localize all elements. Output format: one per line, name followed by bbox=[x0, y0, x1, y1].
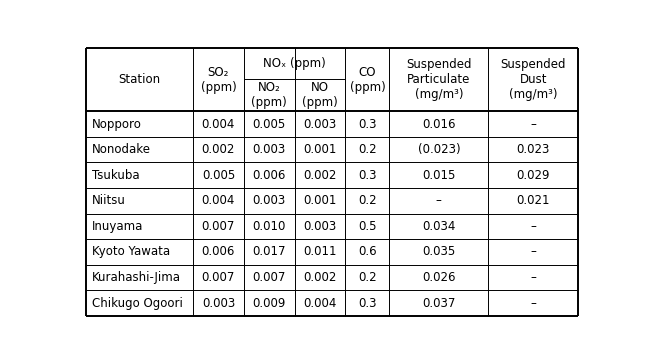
Text: 0.003: 0.003 bbox=[202, 296, 235, 310]
Text: Niitsu: Niitsu bbox=[92, 194, 126, 207]
Text: Kurahashi-Jima: Kurahashi-Jima bbox=[92, 271, 181, 284]
Text: CO
(ppm): CO (ppm) bbox=[349, 66, 386, 94]
Text: 0.026: 0.026 bbox=[422, 271, 456, 284]
Text: 0.005: 0.005 bbox=[202, 169, 235, 182]
Text: 0.035: 0.035 bbox=[422, 246, 456, 258]
Text: 0.2: 0.2 bbox=[358, 143, 376, 156]
Text: –: – bbox=[530, 220, 536, 233]
Text: 0.003: 0.003 bbox=[303, 117, 337, 131]
Text: Nopporo: Nopporo bbox=[92, 117, 142, 131]
Text: 0.003: 0.003 bbox=[303, 220, 337, 233]
Text: NOₓ (ppm): NOₓ (ppm) bbox=[263, 57, 326, 70]
Text: 0.007: 0.007 bbox=[202, 220, 235, 233]
Text: 0.007: 0.007 bbox=[253, 271, 286, 284]
Text: 0.002: 0.002 bbox=[202, 143, 235, 156]
Text: 0.002: 0.002 bbox=[303, 271, 337, 284]
Text: 0.2: 0.2 bbox=[358, 194, 376, 207]
Text: –: – bbox=[530, 246, 536, 258]
Text: 0.004: 0.004 bbox=[303, 296, 337, 310]
Text: 0.2: 0.2 bbox=[358, 271, 376, 284]
Text: 0.017: 0.017 bbox=[253, 246, 286, 258]
Text: Suspended
Dust
(mg/m³): Suspended Dust (mg/m³) bbox=[500, 58, 566, 101]
Text: 0.001: 0.001 bbox=[303, 143, 337, 156]
Text: 0.009: 0.009 bbox=[253, 296, 286, 310]
Text: 0.006: 0.006 bbox=[253, 169, 286, 182]
Text: Station: Station bbox=[119, 73, 161, 86]
Text: 0.007: 0.007 bbox=[202, 271, 235, 284]
Text: 0.021: 0.021 bbox=[516, 194, 550, 207]
Text: NO
(ppm): NO (ppm) bbox=[302, 81, 338, 109]
Text: 0.037: 0.037 bbox=[422, 296, 456, 310]
Text: 0.015: 0.015 bbox=[422, 169, 456, 182]
Text: 0.004: 0.004 bbox=[202, 117, 235, 131]
Text: 0.006: 0.006 bbox=[202, 246, 235, 258]
Text: –: – bbox=[530, 271, 536, 284]
Text: Kyoto Yawata: Kyoto Yawata bbox=[92, 246, 170, 258]
Text: Inuyama: Inuyama bbox=[92, 220, 143, 233]
Text: –: – bbox=[530, 117, 536, 131]
Text: 0.6: 0.6 bbox=[358, 246, 376, 258]
Text: 0.3: 0.3 bbox=[358, 117, 376, 131]
Text: Chikugo Ogoori: Chikugo Ogoori bbox=[92, 296, 183, 310]
Text: 0.3: 0.3 bbox=[358, 296, 376, 310]
Text: 0.3: 0.3 bbox=[358, 169, 376, 182]
Text: 0.001: 0.001 bbox=[303, 194, 337, 207]
Text: 0.010: 0.010 bbox=[253, 220, 286, 233]
Text: –: – bbox=[436, 194, 442, 207]
Text: Tsukuba: Tsukuba bbox=[92, 169, 140, 182]
Text: 0.003: 0.003 bbox=[253, 194, 286, 207]
Text: Nonodake: Nonodake bbox=[92, 143, 151, 156]
Text: 0.005: 0.005 bbox=[253, 117, 286, 131]
Text: –: – bbox=[530, 296, 536, 310]
Text: Suspended
Particulate
(mg/m³): Suspended Particulate (mg/m³) bbox=[406, 58, 472, 101]
Text: 0.5: 0.5 bbox=[358, 220, 376, 233]
Text: 0.023: 0.023 bbox=[516, 143, 550, 156]
Text: 0.011: 0.011 bbox=[303, 246, 337, 258]
Text: 0.003: 0.003 bbox=[253, 143, 286, 156]
Text: 0.034: 0.034 bbox=[422, 220, 456, 233]
Text: 0.029: 0.029 bbox=[516, 169, 550, 182]
Text: 0.002: 0.002 bbox=[303, 169, 337, 182]
Text: NO₂
(ppm): NO₂ (ppm) bbox=[251, 81, 287, 109]
Text: (0.023): (0.023) bbox=[417, 143, 460, 156]
Text: 0.004: 0.004 bbox=[202, 194, 235, 207]
Text: 0.016: 0.016 bbox=[422, 117, 456, 131]
Text: SO₂
(ppm): SO₂ (ppm) bbox=[200, 66, 237, 94]
